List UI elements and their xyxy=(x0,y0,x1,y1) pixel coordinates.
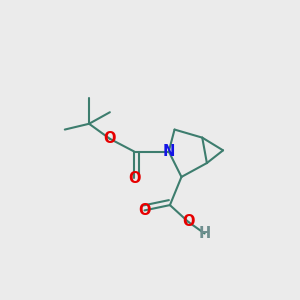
Text: O: O xyxy=(138,203,151,218)
Text: O: O xyxy=(182,214,195,230)
Text: H: H xyxy=(198,226,211,241)
Text: N: N xyxy=(163,144,175,159)
Text: O: O xyxy=(103,131,116,146)
Text: O: O xyxy=(128,171,140,186)
